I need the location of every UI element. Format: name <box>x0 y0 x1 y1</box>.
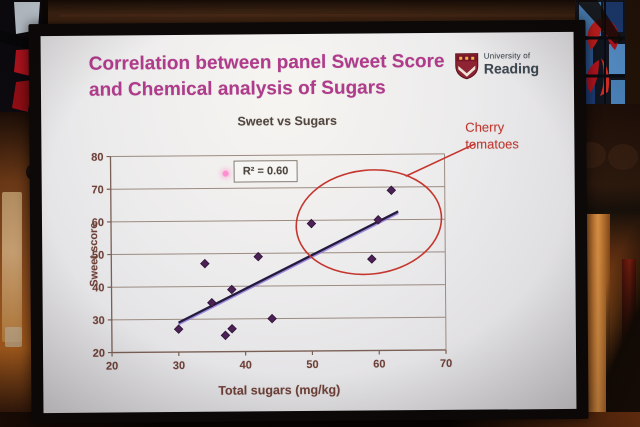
university-shield-icon <box>455 53 479 80</box>
y-axis-title: Sweet score <box>88 222 101 287</box>
svg-text:70: 70 <box>440 358 452 370</box>
r-squared-box: R² = 0.60 <box>233 160 298 183</box>
laser-pointer-dot <box>222 170 229 177</box>
svg-text:30: 30 <box>92 315 104 327</box>
chart-title: Sweet vs Sugars <box>237 113 337 129</box>
svg-text:30: 30 <box>173 360 185 372</box>
svg-text:50: 50 <box>92 250 104 262</box>
svg-text:70: 70 <box>91 184 103 196</box>
small-light-object <box>5 327 22 347</box>
scatter-plot: 20 30 40 50 60 70 20 30 40 50 60 70 80 <box>91 142 476 373</box>
projector-screen: Correlation between panel Sweet Score an… <box>28 19 589 424</box>
svg-text:20: 20 <box>106 360 118 372</box>
svg-text:80: 80 <box>91 152 103 164</box>
svg-text:50: 50 <box>306 359 318 371</box>
cherry-tomatoes-annotation: Cherry tomatoes <box>465 119 519 152</box>
svg-text:40: 40 <box>240 359 252 371</box>
shadow-wedge <box>606 224 640 427</box>
svg-text:40: 40 <box>92 282 104 294</box>
chart-area: 20 30 40 50 60 70 20 30 40 50 60 70 80 Sweet vs Suga… <box>41 32 577 413</box>
x-axis-title: Total sugars (mg/kg) <box>218 382 341 398</box>
svg-text:20: 20 <box>93 348 105 360</box>
svg-text:60: 60 <box>373 358 385 370</box>
slide: Correlation between panel Sweet Score an… <box>40 31 577 414</box>
cream-pillar <box>2 192 22 342</box>
university-logo: University of Reading <box>455 51 539 80</box>
svg-text:60: 60 <box>92 217 104 229</box>
beam-slat <box>60 14 620 17</box>
